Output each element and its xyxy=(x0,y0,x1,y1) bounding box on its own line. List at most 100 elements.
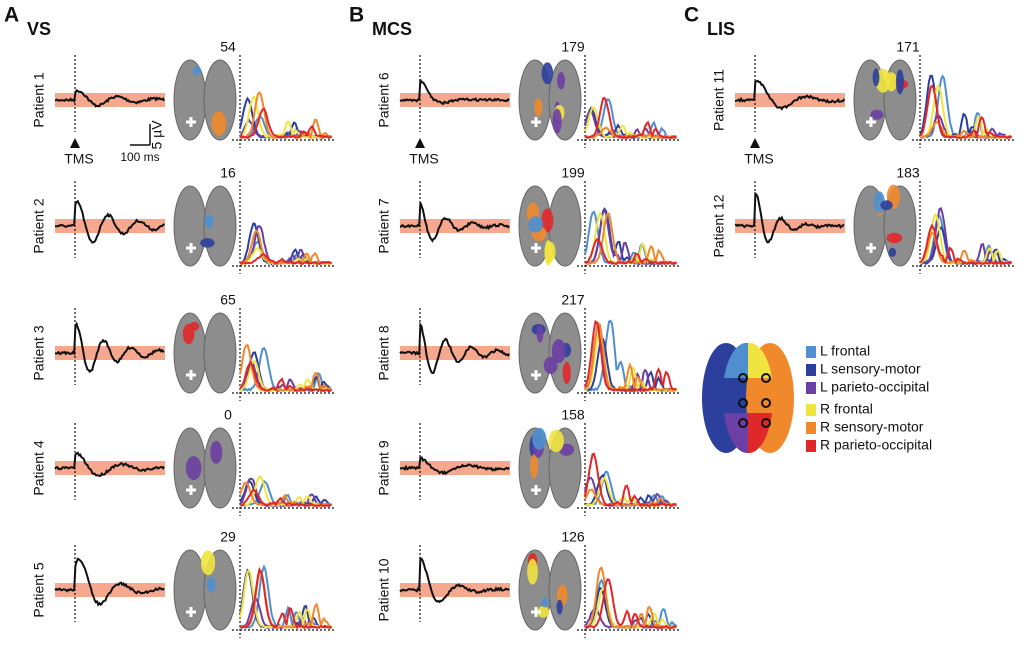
activation-patch xyxy=(532,427,547,450)
tms-site xyxy=(531,243,541,253)
activation-patch xyxy=(888,247,897,258)
activation-patch xyxy=(204,214,214,228)
tms-site xyxy=(186,117,196,127)
brain-right xyxy=(203,312,237,394)
count: 158 xyxy=(561,407,585,423)
activation-patch xyxy=(541,62,554,85)
activation-patch xyxy=(548,429,564,453)
group-label: MCS xyxy=(372,19,412,39)
legend-swatch xyxy=(806,364,816,376)
activation-patch xyxy=(562,361,571,384)
eeg-trace xyxy=(399,321,511,375)
patient-label: Patient 10 xyxy=(376,558,392,621)
eeg-trace xyxy=(54,557,165,607)
patient-label: Patient 8 xyxy=(376,325,392,380)
count: 126 xyxy=(561,529,585,545)
activation-patch xyxy=(556,599,563,615)
tms-arrow xyxy=(750,138,760,148)
patient-label: Patient 9 xyxy=(376,440,392,495)
response-trace xyxy=(584,126,677,140)
electrode xyxy=(738,398,748,408)
activation-patch xyxy=(880,200,893,211)
activation-patch xyxy=(551,339,566,364)
patient-label: Patient 7 xyxy=(376,198,392,253)
activation-patch xyxy=(206,576,216,593)
electrode xyxy=(738,373,748,383)
response-trace xyxy=(239,107,332,140)
activation-patch xyxy=(537,606,550,618)
legend-swatch xyxy=(806,404,816,416)
legend-swatch xyxy=(806,382,816,394)
activation-patch xyxy=(534,98,543,117)
eeg-trace xyxy=(399,79,510,106)
activation-patch xyxy=(541,597,549,608)
activation-patch xyxy=(210,440,223,464)
response-trace xyxy=(239,253,332,266)
electrode xyxy=(761,373,771,383)
activation-patch xyxy=(541,208,554,233)
tms-site xyxy=(531,485,541,495)
eeg-trace xyxy=(54,89,166,108)
eeg-trace xyxy=(399,556,510,604)
count: 65 xyxy=(220,292,236,308)
baseline-band xyxy=(55,219,165,233)
activation-patch xyxy=(559,443,575,456)
patient-label: Patient 1 xyxy=(31,72,47,127)
activation-patch xyxy=(870,109,884,120)
response-trace xyxy=(239,487,332,508)
legend-swatch xyxy=(806,422,816,434)
eeg-trace xyxy=(734,79,846,111)
electrode xyxy=(761,398,771,408)
patient-label: Patient 6 xyxy=(376,72,392,127)
patient-label: Patient 5 xyxy=(31,562,47,617)
panel-letter: A xyxy=(4,4,19,27)
tms-site xyxy=(186,485,196,495)
electrode xyxy=(761,418,771,428)
response-trace xyxy=(585,237,678,266)
panel-letter: B xyxy=(349,4,364,27)
tms-site xyxy=(866,117,876,127)
scale-voltage: 5 µV xyxy=(149,120,165,150)
tms-site xyxy=(186,370,196,380)
activation-patch xyxy=(200,238,215,248)
tms-label: TMS xyxy=(744,151,774,167)
group-label: LIS xyxy=(707,19,735,39)
eeg-trace xyxy=(54,451,165,477)
response-trace xyxy=(239,360,332,393)
tms-arrow xyxy=(415,138,425,148)
patient-label: Patient 3 xyxy=(31,325,47,380)
response-trace xyxy=(584,319,677,393)
tms-label: TMS xyxy=(409,151,439,167)
response-trace xyxy=(239,566,333,630)
tms-site xyxy=(186,607,196,617)
count: 183 xyxy=(896,165,920,181)
baseline-band xyxy=(735,93,845,107)
response-trace xyxy=(584,566,677,630)
eeg-trace xyxy=(400,202,510,243)
tms-site xyxy=(186,243,196,253)
panel-letter: C xyxy=(684,4,699,27)
activation-patch xyxy=(895,69,904,95)
activation-patch xyxy=(185,456,202,481)
count: 217 xyxy=(561,292,585,308)
activation-patch xyxy=(211,111,227,136)
activation-patch xyxy=(200,550,216,576)
legend-brain-rf xyxy=(748,342,772,378)
activation-patch xyxy=(557,71,566,90)
response-trace xyxy=(239,95,333,140)
electrode xyxy=(738,418,748,428)
count: 54 xyxy=(220,39,236,55)
activation-patch xyxy=(530,454,538,479)
activation-patch xyxy=(543,356,558,375)
response-trace xyxy=(584,488,677,508)
tms-site xyxy=(531,607,541,617)
activation-patch xyxy=(872,68,880,87)
legend-label: R frontal xyxy=(820,401,873,417)
count: 179 xyxy=(561,39,585,55)
response-trace xyxy=(584,452,677,508)
tms-site xyxy=(866,243,876,253)
legend-brain-rp xyxy=(748,413,772,454)
activation-patch xyxy=(884,72,898,92)
brain-left xyxy=(173,185,207,267)
